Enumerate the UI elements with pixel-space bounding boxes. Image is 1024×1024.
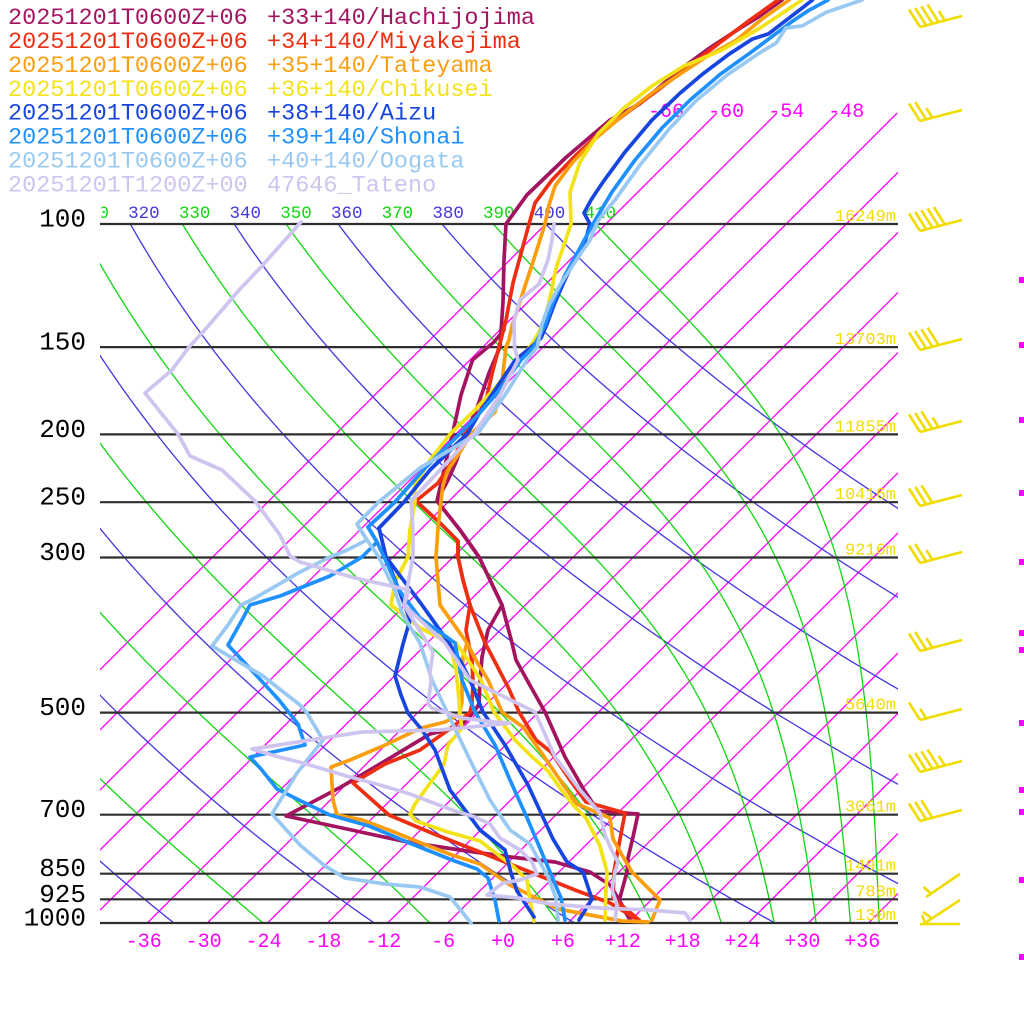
svg-text:47646_Tateno: 47646_Tateno bbox=[267, 173, 436, 200]
svg-text:5640m: 5640m bbox=[845, 697, 896, 716]
svg-text:+36: +36 bbox=[844, 931, 880, 954]
svg-text:+6: +6 bbox=[551, 931, 575, 954]
svg-text:200: 200 bbox=[39, 415, 86, 445]
svg-text:390: 390 bbox=[483, 204, 515, 224]
svg-text:925: 925 bbox=[39, 880, 86, 910]
svg-text:+34+140/Miyakejima: +34+140/Miyakejima bbox=[267, 29, 521, 56]
svg-text:100: 100 bbox=[39, 205, 86, 235]
svg-text:20251201T0600Z+06: 20251201T0600Z+06 bbox=[8, 53, 248, 80]
svg-text:+39+140/Shonai: +39+140/Shonai bbox=[267, 125, 464, 152]
svg-text:+35+140/Tateyama: +35+140/Tateyama bbox=[267, 53, 493, 80]
svg-text:400: 400 bbox=[534, 204, 566, 224]
svg-text:+30: +30 bbox=[784, 931, 820, 954]
svg-text:9216m: 9216m bbox=[845, 542, 896, 561]
svg-text:-24: -24 bbox=[245, 931, 281, 954]
svg-text:-54: -54 bbox=[768, 101, 804, 124]
svg-text:10416m: 10416m bbox=[835, 486, 896, 505]
svg-text:788m: 788m bbox=[855, 883, 896, 902]
svg-text:350: 350 bbox=[280, 204, 312, 224]
svg-text:16249m: 16249m bbox=[835, 208, 896, 227]
svg-text:330: 330 bbox=[179, 204, 211, 224]
svg-text:370: 370 bbox=[382, 204, 414, 224]
svg-text:700: 700 bbox=[39, 795, 86, 825]
svg-text:-30: -30 bbox=[186, 931, 222, 954]
svg-text:+18: +18 bbox=[665, 931, 701, 954]
svg-text:320: 320 bbox=[128, 204, 160, 224]
svg-text:13703m: 13703m bbox=[835, 331, 896, 350]
svg-text:20251201T0600Z+06: 20251201T0600Z+06 bbox=[8, 101, 248, 128]
svg-text:340: 340 bbox=[230, 204, 262, 224]
svg-text:+38+140/Aizu: +38+140/Aizu bbox=[267, 101, 436, 128]
svg-text:1491m: 1491m bbox=[845, 858, 896, 877]
svg-text:11855m: 11855m bbox=[835, 418, 896, 437]
svg-text:850: 850 bbox=[39, 854, 86, 884]
svg-text:+0: +0 bbox=[491, 931, 515, 954]
svg-text:-36: -36 bbox=[126, 931, 162, 954]
svg-text:+40+140/Oogata: +40+140/Oogata bbox=[267, 149, 464, 176]
svg-text:500: 500 bbox=[39, 693, 86, 723]
svg-text:20251201T0600Z+06: 20251201T0600Z+06 bbox=[8, 149, 248, 176]
svg-text:-60: -60 bbox=[708, 101, 744, 124]
svg-text:-18: -18 bbox=[305, 931, 341, 954]
svg-text:20251201T0600Z+06: 20251201T0600Z+06 bbox=[8, 29, 248, 56]
svg-text:1000: 1000 bbox=[24, 904, 86, 934]
svg-text:250: 250 bbox=[39, 483, 86, 513]
svg-text:-48: -48 bbox=[828, 101, 864, 124]
svg-text:+12: +12 bbox=[605, 931, 641, 954]
svg-text:20251201T1200Z+00: 20251201T1200Z+00 bbox=[8, 173, 248, 200]
svg-text:310: 310 bbox=[77, 204, 109, 224]
svg-text:20251201T0600Z+06: 20251201T0600Z+06 bbox=[8, 5, 248, 32]
svg-text:+33+140/Hachijojima: +33+140/Hachijojima bbox=[267, 5, 535, 32]
svg-text:-66: -66 bbox=[648, 101, 684, 124]
svg-text:3061m: 3061m bbox=[845, 799, 896, 818]
svg-text:+36+140/Chikusei: +36+140/Chikusei bbox=[267, 77, 493, 104]
svg-text:130m: 130m bbox=[855, 907, 896, 926]
svg-text:150: 150 bbox=[39, 328, 86, 358]
svg-text:300: 300 bbox=[39, 538, 86, 568]
svg-text:20251201T0600Z+06: 20251201T0600Z+06 bbox=[8, 125, 248, 152]
svg-text:-6: -6 bbox=[431, 931, 455, 954]
svg-text:-12: -12 bbox=[365, 931, 401, 954]
svg-text:380: 380 bbox=[432, 204, 464, 224]
svg-text:360: 360 bbox=[331, 204, 363, 224]
svg-text:+24: +24 bbox=[724, 931, 760, 954]
svg-text:20251201T0600Z+06: 20251201T0600Z+06 bbox=[8, 77, 248, 104]
